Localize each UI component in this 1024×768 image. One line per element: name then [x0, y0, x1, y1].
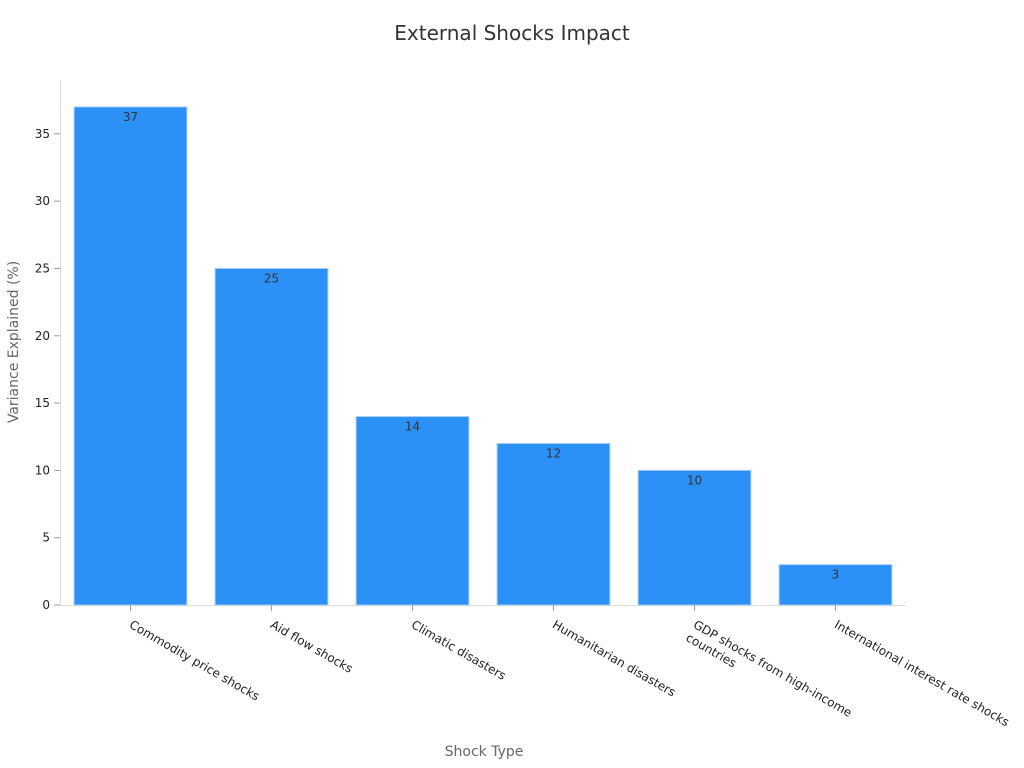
- y-tick-label: 20: [35, 329, 50, 343]
- x-tick-label: Humanitarian disasters: [550, 617, 678, 699]
- y-tick-label: 25: [35, 261, 50, 275]
- y-tick-label: 5: [42, 531, 50, 545]
- x-axis-ticks: Commodity price shocks Aid flow shocks Cli…: [127, 605, 1012, 732]
- y-axis-title: Variance Explained (%): [6, 261, 22, 423]
- x-tick-label: GDP shocks from high-incomecountries: [684, 617, 855, 732]
- data-label: 12: [546, 446, 561, 460]
- x-tick-label: Commodity price shocks: [127, 617, 262, 703]
- x-axis-title: Shock Type: [445, 744, 524, 760]
- data-label: 14: [405, 420, 420, 434]
- y-tick-label: 35: [35, 127, 50, 141]
- x-tick-label: Aid flow shocks: [268, 617, 355, 675]
- bar: [214, 267, 329, 606]
- x-tick-label: International interest rate shocks: [832, 617, 1012, 729]
- bar: [778, 564, 893, 606]
- y-axis-ticks: 0 5 10 15 20 25 30 35: [35, 127, 60, 612]
- chart-title: External Shocks Impact: [394, 21, 630, 45]
- bar: [637, 469, 752, 606]
- y-tick-label: 0: [42, 598, 50, 612]
- bar: [496, 442, 611, 606]
- data-label: 37: [123, 110, 138, 124]
- bar: [355, 416, 470, 606]
- y-tick-label: 10: [35, 463, 50, 477]
- data-label: 3: [832, 568, 840, 582]
- y-tick-label: 15: [35, 396, 50, 410]
- data-label: 25: [264, 271, 279, 285]
- y-tick-label: 30: [35, 194, 50, 208]
- bars: 37 25 14 12 10 3: [73, 106, 893, 606]
- bar: [73, 106, 188, 606]
- data-label: 10: [687, 473, 702, 487]
- x-tick-label: Climatic disasters: [409, 617, 508, 682]
